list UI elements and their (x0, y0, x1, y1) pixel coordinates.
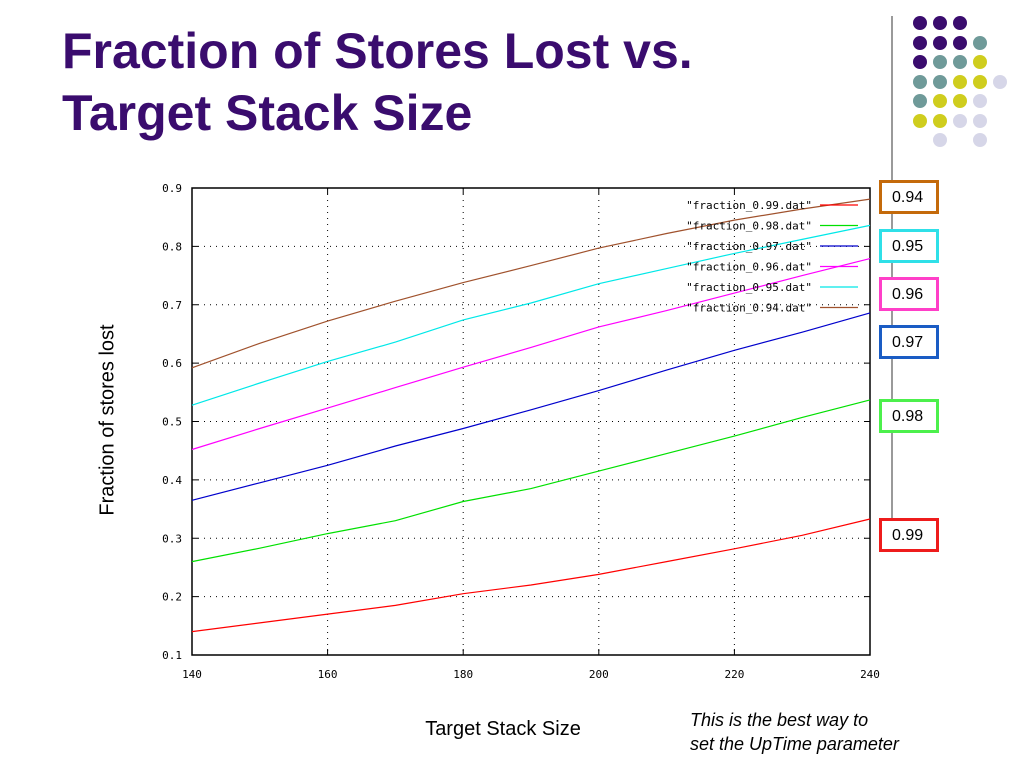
annotation-box: 0.98 (879, 399, 939, 434)
y-tick-label: 0.5 (162, 416, 182, 429)
decorative-dot (913, 94, 927, 108)
slide-title-line-2: Target Stack Size (62, 85, 473, 141)
series-line (191, 518, 871, 633)
decorative-dot (953, 113, 967, 128)
x-tick-label: 200 (589, 668, 609, 681)
y-axis-label: Fraction of stores lost (96, 324, 119, 516)
decorative-dot (933, 113, 947, 128)
legend-label: "fraction_0.98.dat" (686, 220, 812, 233)
legend-label: "fraction_0.99.dat" (686, 199, 812, 212)
y-tick-label: 0.2 (162, 591, 182, 604)
series-line (191, 224, 871, 406)
decorative-dot (953, 74, 967, 89)
legend-label: "fraction_0.96.dat" (686, 261, 812, 274)
slide-title: Fraction of Stores Lost vs. Target Stack… (62, 20, 822, 144)
y-tick-label: 0.9 (162, 182, 182, 195)
decorative-dot (973, 55, 987, 69)
decorative-dot (913, 113, 927, 128)
series-line (191, 312, 871, 501)
annotation-box: 0.97 (879, 324, 939, 359)
decorative-dot (953, 55, 967, 69)
decorative-dot (973, 74, 987, 89)
legend-label: "fraction_0.97.dat" (686, 240, 812, 253)
decorative-dot (973, 35, 987, 50)
decorative-dot (973, 113, 987, 128)
decorative-dot (933, 16, 947, 30)
y-tick-label: 0.7 (162, 299, 182, 312)
footnote-line-2: set the UpTime parameter (690, 734, 899, 754)
series-line (191, 399, 871, 563)
decorative-dot (913, 16, 927, 30)
decorative-dot (953, 94, 967, 108)
decorative-dot (913, 35, 927, 50)
decorative-dot (973, 133, 987, 147)
decorative-divider (891, 16, 893, 536)
x-tick-label: 160 (318, 668, 338, 681)
decorative-dot (953, 16, 967, 30)
annotation-box: 0.94 (879, 179, 939, 214)
y-tick-label: 0.6 (162, 357, 182, 370)
decorative-dot (933, 35, 947, 50)
x-axis-label: Target Stack Size (425, 718, 581, 740)
decorative-dot (913, 74, 927, 89)
annotation-box: 0.99 (879, 518, 939, 553)
legend-label: "fraction_0.95.dat" (686, 281, 812, 294)
x-tick-label: 180 (453, 668, 473, 681)
y-tick-label: 0.4 (162, 474, 182, 487)
y-tick-label: 0.8 (162, 240, 182, 253)
y-tick-label: 0.1 (162, 649, 182, 662)
decorative-dot (933, 133, 947, 147)
annotation-box: 0.95 (879, 229, 939, 264)
x-tick-label: 220 (724, 668, 744, 681)
footnote-line-1: This is the best way to (690, 710, 869, 730)
y-tick-label: 0.3 (162, 532, 182, 545)
decorative-dot (933, 94, 947, 108)
decorative-dot (973, 94, 987, 108)
x-tick-label: 240 (860, 668, 880, 681)
slide-title-line-1: Fraction of Stores Lost vs. (62, 23, 693, 79)
decorative-dot (993, 74, 1007, 89)
legend-label: "fraction_0.94.dat" (686, 302, 812, 315)
decorative-dot (953, 35, 967, 50)
series-line (191, 198, 871, 369)
decorative-dot (933, 55, 947, 69)
decorative-dot (933, 74, 947, 89)
x-tick-label: 140 (182, 668, 202, 681)
decorative-dot (913, 55, 927, 69)
footnote: This is the best way to set the UpTime p… (690, 708, 1010, 756)
annotation-box: 0.96 (879, 276, 939, 311)
series-line (191, 258, 871, 451)
